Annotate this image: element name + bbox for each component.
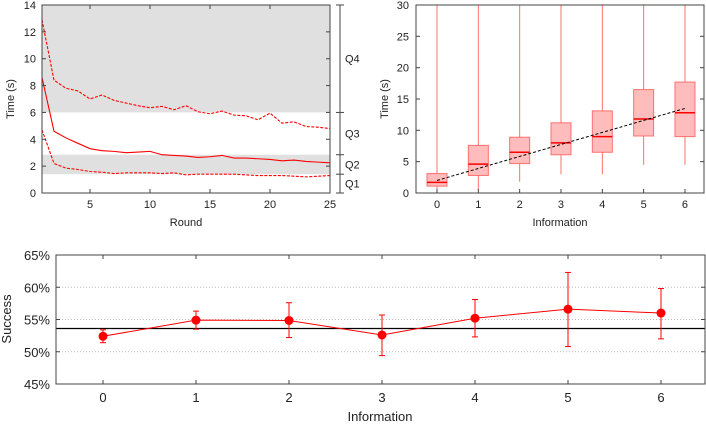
- y-tick-label: 10: [397, 125, 409, 137]
- y-tick-label: 4: [30, 134, 36, 146]
- y-tick-label: 25: [397, 31, 409, 43]
- y-tick-label: 5: [403, 157, 409, 169]
- x-tick-label: 5: [641, 199, 647, 211]
- trend-line: [436, 107, 686, 181]
- information-success-chart: 45% 50% 55% 60% 65% 0 1 2 3 4 5 6 Information Succe…: [0, 248, 706, 424]
- plot-frame: [41, 4, 331, 194]
- x-tick-label: 4: [471, 390, 478, 405]
- y-axis-label: Time (s): [5, 79, 17, 119]
- y-tick-label: 30: [397, 0, 409, 12]
- y-tick-label: 65%: [24, 248, 50, 263]
- band-label: Q2: [345, 159, 360, 171]
- data-point: [191, 315, 201, 325]
- y-axis-label: Time (s): [379, 79, 391, 119]
- x-tick-label: 6: [682, 199, 688, 211]
- data-point: [656, 308, 666, 318]
- x-tick-label: 25: [324, 199, 336, 211]
- series-line-0: [41, 19, 331, 130]
- x-tick-label: 1: [192, 390, 199, 405]
- series-line-2: [41, 129, 331, 178]
- y-tick-label: 0: [30, 188, 36, 200]
- y-tick-label: 12: [24, 27, 36, 39]
- band-q2: [42, 154, 330, 175]
- x-tick-label: 2: [517, 199, 523, 211]
- y-axis-label: Success: [0, 294, 14, 344]
- band-q4: [42, 5, 330, 113]
- data-point: [98, 331, 108, 341]
- y-tick-label: 15: [397, 94, 409, 106]
- y-tick-label: 10: [24, 54, 36, 66]
- x-tick-label: 3: [558, 199, 564, 211]
- x-tick-label: 6: [657, 390, 664, 405]
- y-tick-label: 55%: [24, 313, 50, 328]
- y-tick-label: 20: [397, 63, 409, 75]
- x-tick-label: 15: [204, 199, 216, 211]
- y-tick-label: 0: [403, 188, 409, 200]
- x-axis-label: Information: [532, 217, 587, 229]
- x-axis-label: Round: [170, 217, 202, 229]
- data-point: [377, 330, 387, 340]
- band-label: Q1: [345, 179, 360, 191]
- data-point: [563, 304, 573, 314]
- band-label: Q4: [345, 54, 360, 66]
- x-tick-label: 10: [144, 199, 156, 211]
- x-tick-label: 20: [264, 199, 276, 211]
- y-tick-label: 14: [24, 0, 36, 12]
- information-time-boxplot: 0 1 2 3 4 5 6 0 5 10 15 20 25 30 Information Time (s): [379, 0, 705, 229]
- y-tick-label: 45%: [24, 377, 50, 392]
- x-tick-label: 4: [599, 199, 605, 211]
- box: [591, 110, 613, 153]
- x-axis-label: Information: [347, 409, 412, 424]
- plot-frame: [415, 4, 705, 194]
- box: [509, 136, 531, 165]
- y-tick-label: 2: [30, 161, 36, 173]
- round-time-chart: Q4 Q3 Q2 Q1 0 2 4 6 8 10 12 14 5 10 15 20 25 Round Time …: [5, 0, 360, 229]
- box: [674, 81, 696, 138]
- box: [426, 173, 448, 187]
- band-label: Q3: [345, 129, 360, 141]
- y-tick-label: 6: [30, 107, 36, 119]
- box: [633, 89, 655, 137]
- y-tick-label: 8: [30, 81, 36, 93]
- box: [550, 122, 572, 156]
- box: [467, 144, 489, 176]
- x-tick-label: 2: [285, 390, 292, 405]
- y-tick-label: 60%: [24, 280, 50, 295]
- data-point: [284, 315, 294, 325]
- x-tick-label: 0: [99, 390, 106, 405]
- x-tick-label: 5: [564, 390, 571, 405]
- data-point: [470, 313, 480, 323]
- series-line-1: [41, 77, 331, 164]
- x-tick-label: 0: [434, 199, 440, 211]
- y-tick-label: 50%: [24, 345, 50, 360]
- x-tick-label: 5: [87, 199, 93, 211]
- x-tick-label: 1: [475, 199, 481, 211]
- x-tick-label: 3: [378, 390, 385, 405]
